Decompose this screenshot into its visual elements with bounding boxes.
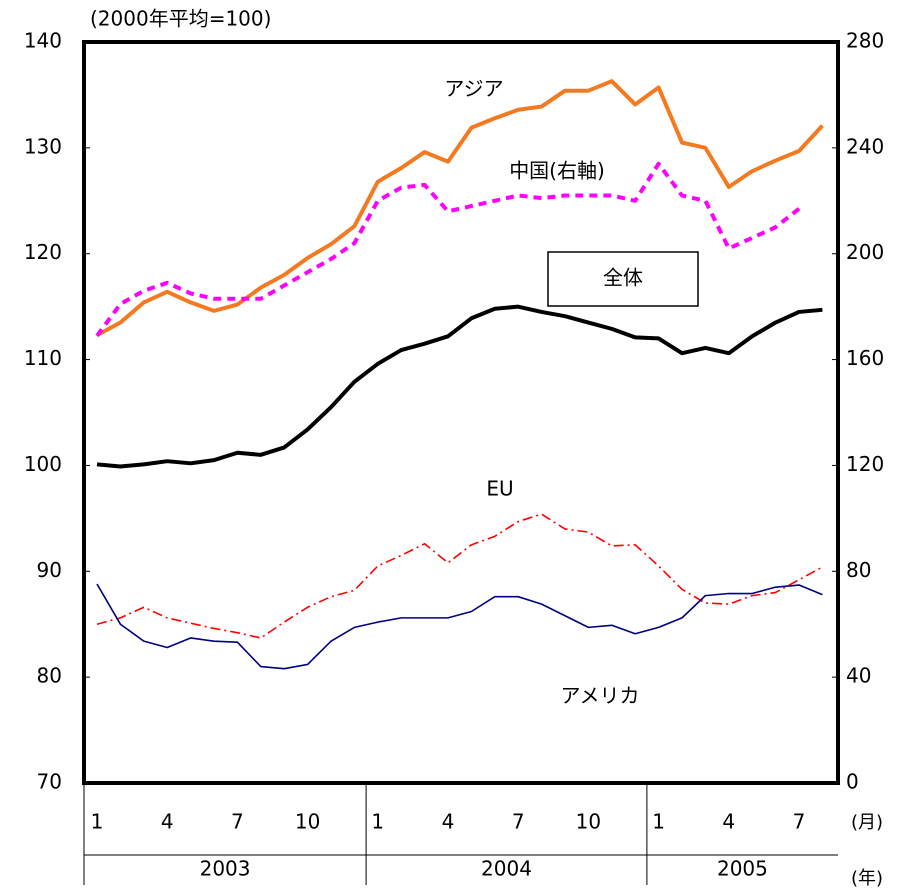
chart-subtitle: (2000年平均=100) [90,7,271,31]
x-group-unit: (年) [851,868,883,889]
x-group-label: 2004 [481,857,532,881]
x-tick-label: 7 [793,810,806,834]
label-box [547,251,699,307]
y2-tick-label: 120 [846,452,884,476]
series-line [96,583,823,670]
series-label: 中国(右軸) [509,159,605,183]
y2-tick-label: 200 [846,240,884,264]
x-tick-label: 7 [231,810,244,834]
x-tick-label: 10 [576,810,601,834]
y-tick-label: 110 [24,346,62,370]
x-tick-label: 10 [295,810,320,834]
series-label: アジア [444,77,503,101]
series-label: EU [486,477,513,501]
y-tick-label: 130 [24,134,62,158]
y-tick-label: 90 [37,558,62,582]
x-tick-label: 1 [652,810,665,834]
series-label: 全体 [603,266,643,290]
series-line [95,161,801,337]
y2-tick-label: 280 [846,29,884,53]
x-group-label: 2003 [200,857,251,881]
y-tick-label: 70 [37,770,62,794]
y-tick-label: 100 [24,452,62,476]
y2-tick-label: 40 [846,664,871,688]
series-line [96,304,823,469]
y2-tick-label: 240 [846,134,884,158]
plot-frame [82,40,840,785]
y-tick-label: 80 [37,664,62,688]
series-line [96,79,824,337]
x-tick-label: 4 [722,810,735,834]
y2-tick-label: 160 [846,346,884,370]
x-tick-label: 4 [442,810,455,834]
x-unit: (月) [851,812,883,833]
x-tick-label: 1 [371,810,384,834]
series-line [96,513,823,639]
y2-tick-label: 80 [846,558,871,582]
x-group-label: 2005 [717,857,768,881]
y-tick-label: 120 [24,240,62,264]
y-tick-label: 140 [24,29,62,53]
x-tick-label: 4 [161,810,174,834]
x-tick-label: 1 [91,810,104,834]
y2-tick-label: 0 [846,770,859,794]
x-tick-label: 7 [512,810,525,834]
series-label: アメリカ [561,684,640,708]
